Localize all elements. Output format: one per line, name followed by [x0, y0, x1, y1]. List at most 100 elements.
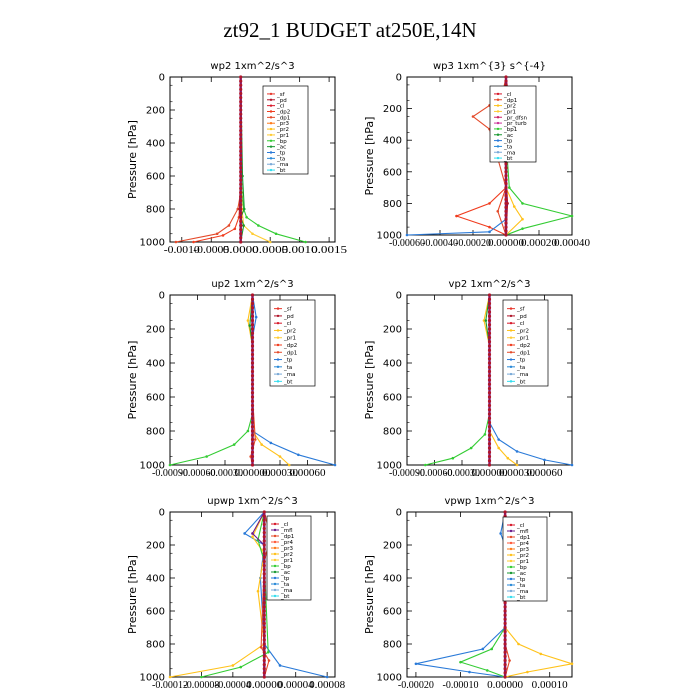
legend-label: _pr2	[276, 127, 289, 133]
series-point-hub	[250, 357, 255, 361]
legend-marker	[509, 329, 513, 332]
series-point-dp2	[221, 234, 225, 237]
series-point-dp1	[253, 438, 257, 441]
series-point-hub	[503, 609, 507, 613]
legend-marker	[269, 145, 273, 148]
series-point-hub	[487, 433, 492, 437]
series-point-hub	[239, 104, 243, 108]
legend-marker	[273, 576, 277, 580]
series-point-hub	[250, 323, 255, 327]
panel-title: up2 1xm^2/s^3	[211, 279, 293, 290]
legend-marker	[276, 314, 280, 318]
legend-marker	[509, 559, 513, 563]
legend-label: _pd	[516, 314, 527, 320]
series-point-bp	[459, 660, 462, 664]
legend-marker	[496, 156, 500, 160]
legend-label: _bp1	[503, 127, 517, 133]
x-tick-label: 0.00000	[472, 468, 508, 479]
series-point-bp	[570, 214, 574, 218]
series-point-hub	[239, 228, 243, 232]
y-tick-label: 400	[383, 574, 402, 585]
legend-label: _ac	[516, 571, 526, 577]
series-point-ac	[248, 324, 252, 327]
x-tick-label: 0.00000	[487, 680, 523, 691]
series-point-pr2	[497, 446, 500, 450]
series-point-hub	[487, 382, 492, 386]
legend-label: _pr1	[516, 559, 529, 565]
legend-label: _ta	[283, 365, 292, 371]
x-tick-label: -0.00030	[207, 468, 243, 479]
legend-label: _ac	[280, 570, 290, 576]
series-point-bp	[205, 455, 208, 458]
series-point-hub	[504, 217, 508, 221]
series-point-hub	[239, 186, 243, 190]
series-point-hub	[487, 323, 492, 327]
series-point-bp	[245, 215, 248, 219]
series-point-hub	[239, 211, 243, 215]
series-point-tp	[499, 532, 502, 535]
series-point-hub	[487, 361, 492, 365]
series-point-hub	[239, 120, 243, 124]
series-point-hub	[239, 182, 243, 186]
x-tick-label: 0.00000	[246, 680, 282, 691]
series-point-bp	[246, 429, 250, 433]
series-point-hub	[239, 157, 243, 162]
series-line-tp	[415, 511, 506, 678]
series-point-bp	[274, 232, 278, 236]
series-point-hub	[239, 207, 243, 211]
series-point-hub	[504, 186, 508, 190]
series-point-hub	[239, 145, 243, 149]
series-point-bp	[232, 443, 236, 446]
series-point-pr1	[251, 232, 254, 236]
series-point-dp1	[259, 646, 263, 649]
series-point-tp	[254, 315, 258, 319]
series-point-hub	[262, 588, 266, 592]
legend-label: _bt	[516, 379, 526, 385]
legend-marker	[509, 380, 513, 383]
series-point-hub	[262, 675, 266, 679]
legend-label: _pr4	[516, 541, 530, 547]
series-point-hub	[487, 459, 492, 463]
series-point-hub	[250, 352, 255, 357]
series-point-bp	[490, 647, 494, 651]
series-point-hub	[487, 327, 492, 331]
series-point-hub	[250, 416, 255, 420]
legend-label: _dp1	[516, 535, 530, 541]
series-point-hub	[262, 584, 266, 588]
y-tick-label: 0	[159, 73, 165, 84]
y-tick-label: 400	[146, 574, 165, 585]
series-point-hub	[503, 667, 507, 671]
legend-marker	[276, 358, 280, 361]
series-point-hub	[487, 399, 492, 403]
series-point-hub	[487, 348, 492, 352]
legend-marker	[269, 133, 273, 137]
legend-label: _mfl	[516, 529, 529, 535]
series-point-pr2	[506, 456, 510, 460]
series-point-dp2	[455, 214, 458, 218]
series-point-pr2	[278, 455, 282, 458]
legend-marker	[273, 534, 277, 538]
series-point-hub	[487, 420, 492, 425]
series-point-hub	[250, 403, 255, 408]
legend-label: _tp	[516, 577, 526, 583]
series-point-hub	[487, 429, 492, 433]
legend-label: _ta	[280, 582, 289, 588]
series-point-hub	[503, 663, 507, 667]
series-point-hub	[487, 340, 492, 344]
series-point-bp	[451, 456, 455, 460]
legend-label: _dp1	[516, 350, 530, 356]
legend-marker	[496, 98, 500, 101]
series-point-hub	[262, 650, 266, 654]
series-point-tp	[497, 438, 500, 441]
series-point-bp	[508, 186, 511, 189]
series-point-hub	[250, 382, 255, 386]
series-point-hub	[487, 442, 492, 446]
legend-label: _ta	[276, 156, 285, 162]
legend-marker	[509, 365, 513, 369]
legend-marker	[276, 372, 280, 376]
legend-marker	[273, 594, 277, 598]
legend-label: _tp	[276, 151, 286, 157]
series-point-hub	[250, 297, 255, 301]
legend-label: _pd	[283, 314, 294, 320]
series-point-hub	[504, 166, 508, 170]
